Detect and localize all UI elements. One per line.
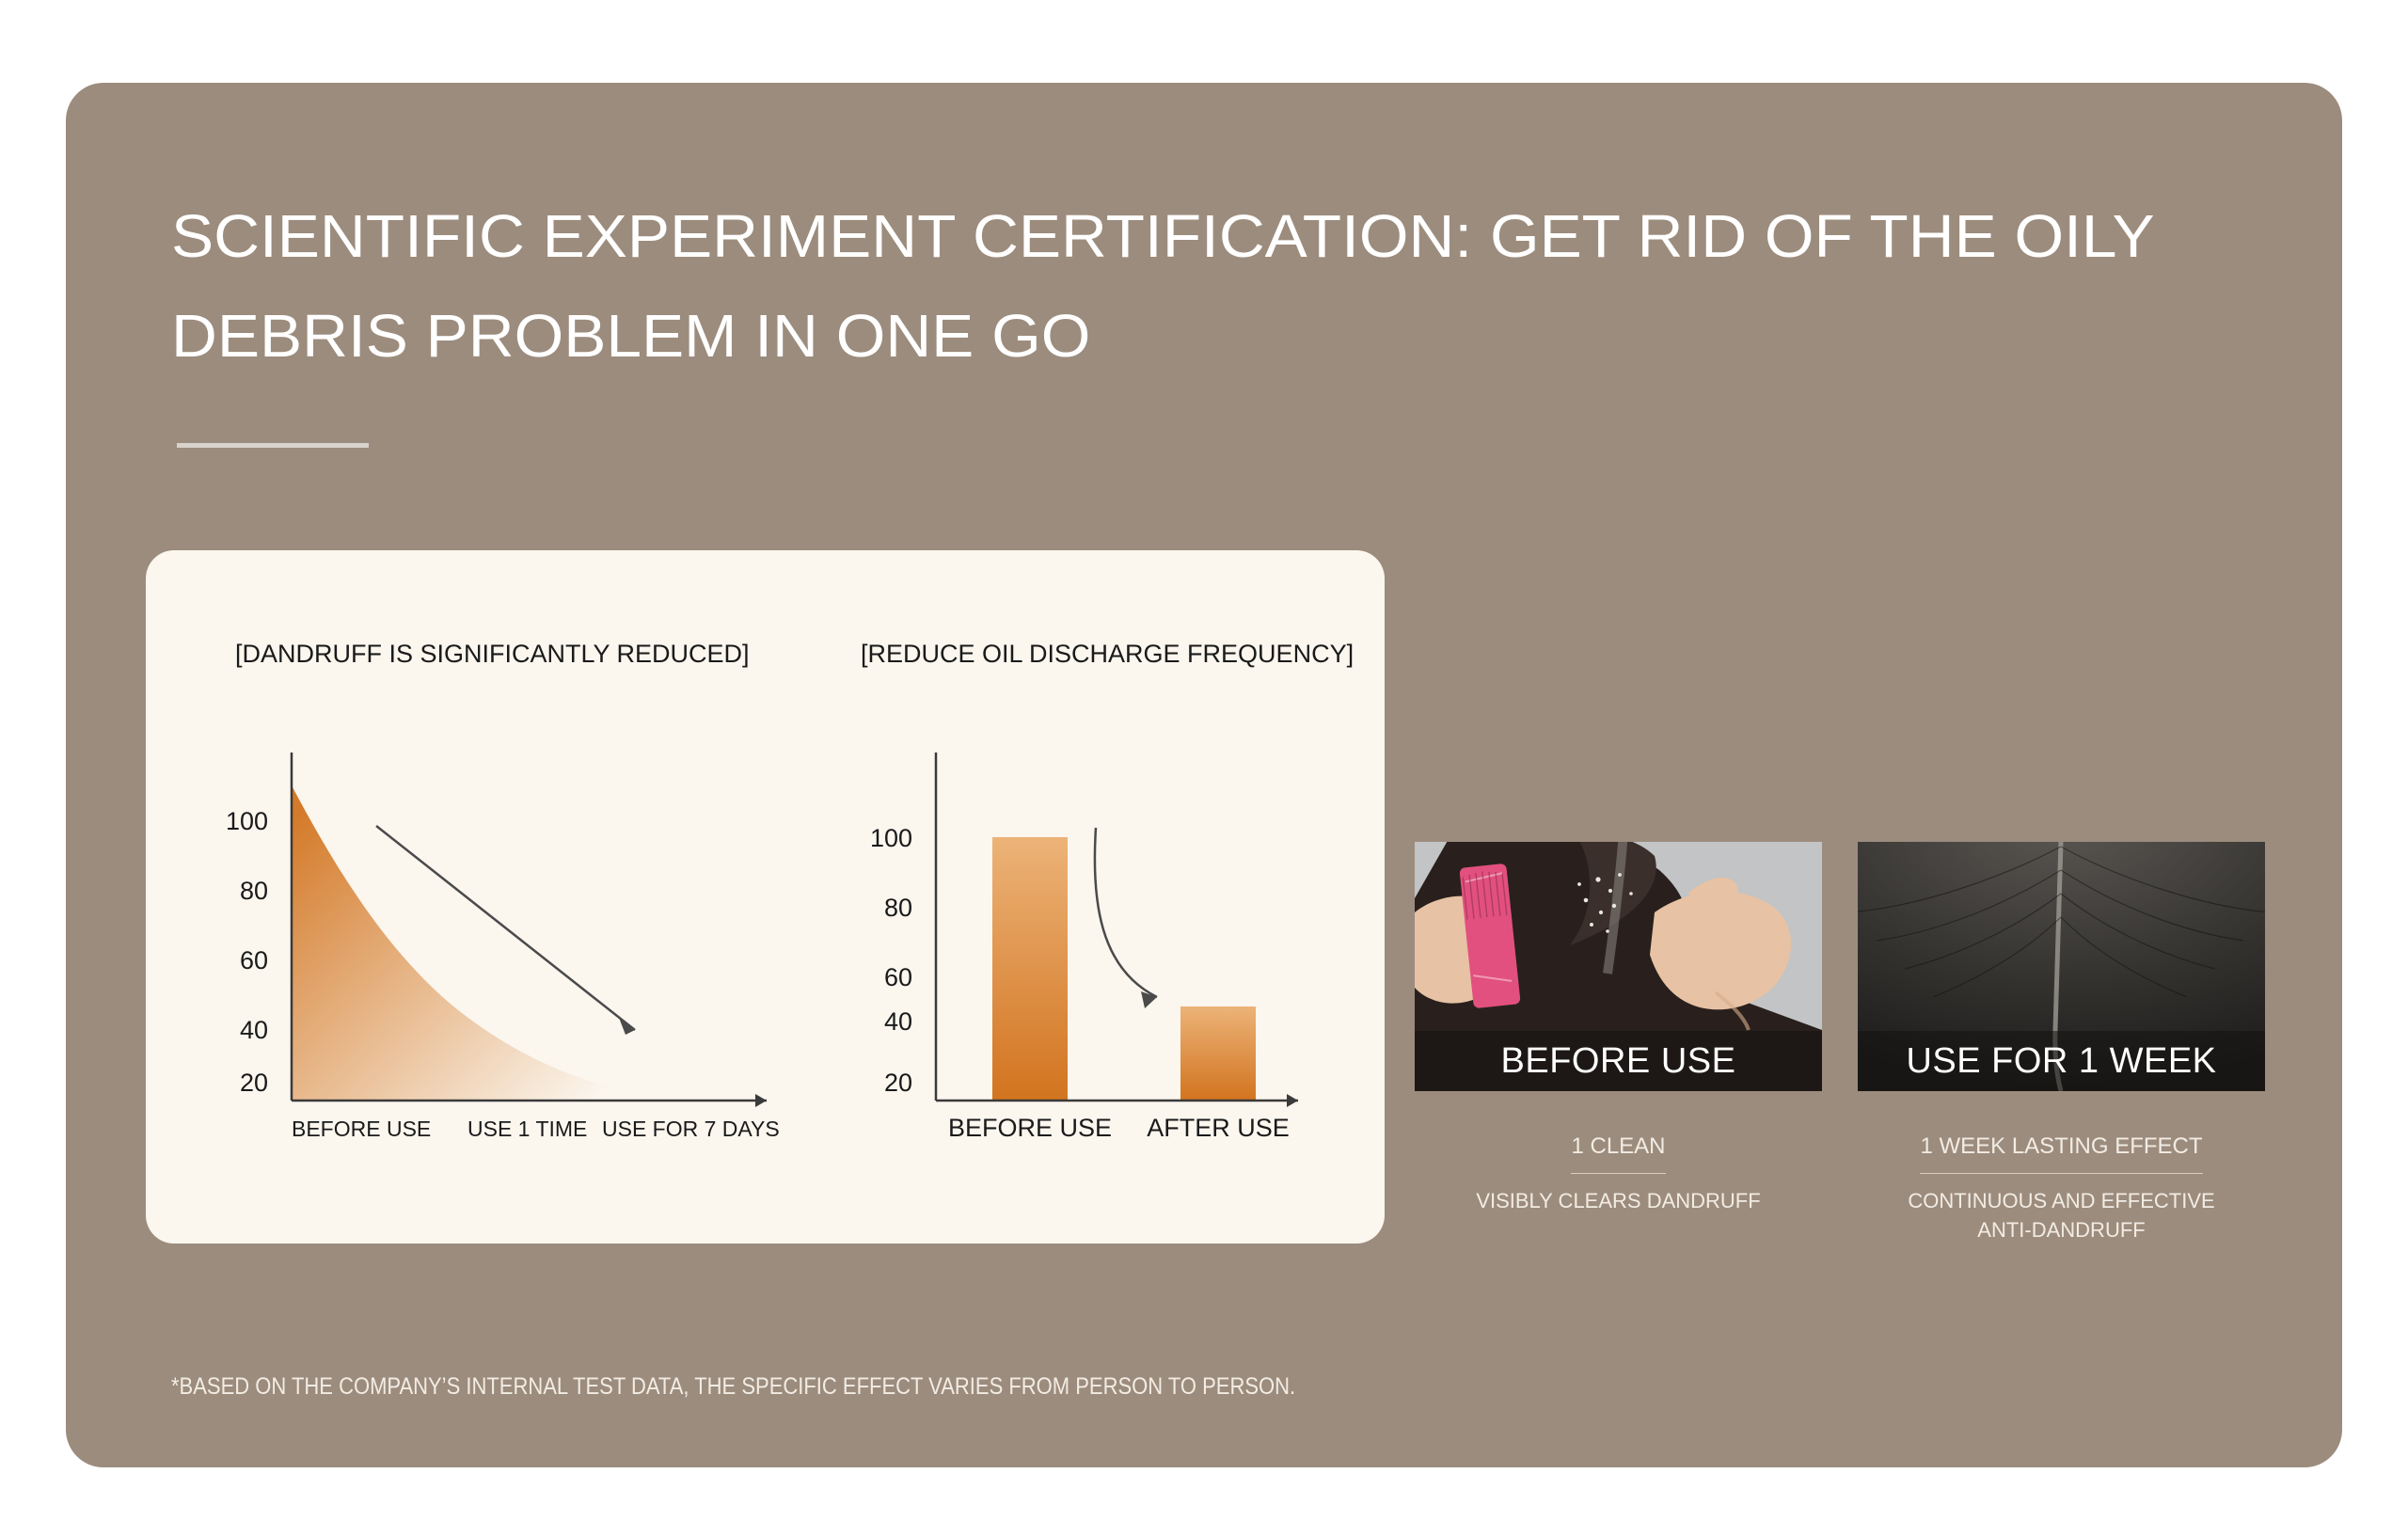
- svg-text:20: 20: [884, 1069, 912, 1097]
- svg-text:40: 40: [884, 1007, 912, 1036]
- svg-text:80: 80: [884, 894, 912, 922]
- svg-text:60: 60: [240, 946, 268, 974]
- svg-text:40: 40: [240, 1016, 268, 1044]
- svg-text:100: 100: [870, 824, 912, 852]
- svg-text:20: 20: [240, 1069, 268, 1097]
- svg-text:BEFORE USE: BEFORE USE: [948, 1114, 1112, 1142]
- svg-text:USE 1 TIME: USE 1 TIME: [467, 1117, 587, 1141]
- svg-text:BEFORE USE: BEFORE USE: [292, 1117, 431, 1141]
- svg-text:60: 60: [884, 963, 912, 991]
- svg-text:USE FOR 7 DAYS: USE FOR 7 DAYS: [602, 1117, 780, 1141]
- svg-text:80: 80: [240, 877, 268, 905]
- svg-text:100: 100: [226, 807, 268, 835]
- svg-text:AFTER USE: AFTER USE: [1147, 1114, 1290, 1142]
